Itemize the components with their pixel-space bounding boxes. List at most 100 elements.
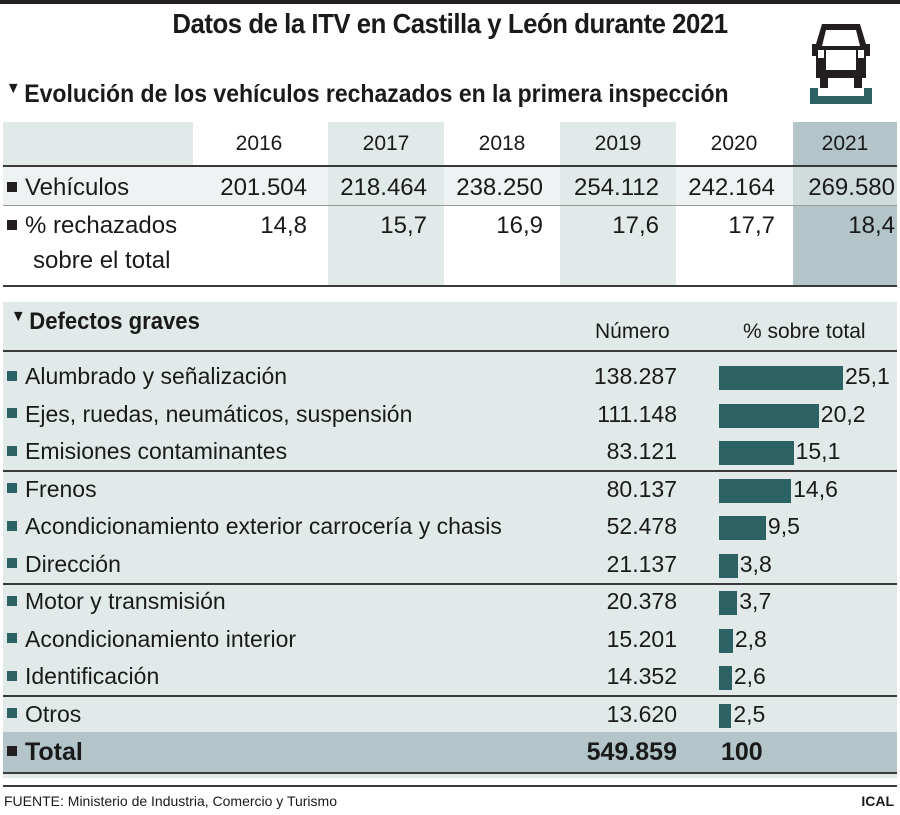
row-label: Motor y transmisión: [7, 588, 226, 615]
defect-row: Motor y transmisión 20.378 3,7: [3, 583, 897, 620]
label-text: sobre el total: [33, 247, 171, 274]
triangle-icon: ▼: [6, 80, 21, 97]
defect-pct: 25,1: [845, 363, 890, 389]
bullet-icon: [7, 408, 17, 419]
defect-bar: [719, 666, 732, 690]
cell: 218.464: [340, 174, 427, 201]
divider: [3, 695, 897, 697]
defect-row: Dirección 21.137 3,8: [3, 546, 897, 583]
bullet-icon: [7, 708, 17, 719]
year-header: 2020: [710, 131, 758, 155]
defect-numero: 20.378: [606, 588, 677, 614]
label-text: Frenos: [25, 475, 97, 502]
divider: [3, 582, 897, 585]
section-defectos-title: ▼ Defectos graves: [11, 308, 200, 336]
cell: 16,9: [496, 212, 543, 239]
section-evolucion-label: Evolución de los vehículos rechazados en…: [24, 80, 729, 108]
defect-numero: 80.137: [606, 475, 677, 502]
defect-row: Frenos 80.137 14,6: [3, 471, 897, 508]
cell: 269.580: [808, 174, 895, 201]
defect-pct: 3,7: [739, 588, 772, 614]
bullet-icon: [7, 181, 17, 192]
row-label: Dirección: [7, 551, 121, 578]
defect-pct: 2,6: [733, 663, 766, 689]
divider: [3, 470, 897, 472]
cell: 242.164: [688, 174, 775, 201]
defect-numero: 83.121: [606, 438, 677, 464]
col-header-pct: % sobre total: [743, 320, 866, 343]
year-header: 2021: [821, 131, 869, 155]
row-shade: [3, 167, 897, 205]
label-text: Acondicionamiento interior: [25, 625, 297, 652]
cell: 17,6: [612, 212, 659, 239]
defect-bar: [719, 553, 738, 578]
defect-row: Acondicionamiento exterior carrocería y …: [3, 508, 897, 545]
defect-numero: 15.201: [606, 625, 677, 652]
year-header: 2018: [478, 131, 526, 155]
defect-bar: [719, 366, 843, 390]
row-label: Identificación: [7, 663, 159, 690]
label-text: Motor y transmisión: [25, 588, 226, 614]
cell: 201.504: [220, 174, 307, 201]
cell: 254.112: [574, 174, 659, 201]
divider: [3, 772, 897, 774]
defects-table: ▼ Defectos graves Número % sobre total Al…: [3, 302, 897, 778]
bullet-icon: [7, 219, 17, 230]
footer-rule: [3, 785, 897, 787]
cell: 15,7: [380, 212, 427, 239]
row-label: Ejes, ruedas, neumáticos, suspensión: [7, 401, 412, 428]
bullet-icon: [7, 445, 17, 456]
label-text: Acondicionamiento exterior carrocería y …: [25, 513, 502, 539]
defect-row: Acondicionamiento interior 15.201 2,8: [3, 621, 897, 658]
row-label: Frenos: [7, 476, 97, 503]
defect-row: Ejes, ruedas, neumáticos, suspensión 111…: [3, 396, 897, 433]
year-header: 2019: [594, 131, 642, 155]
defect-numero: 111.148: [597, 400, 677, 427]
credit: ICAL: [861, 793, 894, 809]
label-text: Ejes, ruedas, neumáticos, suspensión: [25, 400, 413, 427]
bullet-icon: [7, 595, 17, 606]
source-note: FUENTE: Ministerio de Industria, Comerci…: [4, 793, 337, 809]
page-title: Datos de la ITV en Castilla y León duran…: [172, 8, 728, 39]
row-label: Vehículos: [7, 174, 129, 202]
car-icon: [810, 24, 872, 104]
divider: [3, 205, 897, 206]
section-evolucion-title: ▼ Evolución de los vehículos rechazados e…: [6, 80, 729, 109]
defect-bar: [719, 403, 819, 428]
label-text: Otros: [25, 700, 82, 727]
total-numero: 549.859: [586, 738, 677, 766]
defect-row: Alumbrado y señalización 138.287 25,1: [3, 358, 897, 395]
defect-bar: [719, 591, 738, 615]
row-label: Alumbrado y señalización: [7, 363, 287, 390]
row-label: % rechazados: [7, 212, 177, 240]
triangle-icon: ▼: [11, 308, 26, 325]
row-label: Acondicionamiento interior: [7, 626, 296, 653]
bullet-icon: [7, 633, 17, 644]
defect-numero: 138.287: [593, 363, 677, 389]
defect-bar: [719, 703, 732, 728]
defect-pct: 2,8: [734, 625, 767, 652]
evolution-table: 2016 2017 2018 2019 2020 2021 Vehículos …: [3, 122, 897, 287]
defect-bar: [719, 478, 792, 503]
col-header-numero: Número: [595, 320, 670, 343]
label-text: Emisiones contaminantes: [25, 438, 288, 464]
bullet-icon: [7, 370, 17, 381]
defect-pct: 3,8: [739, 550, 772, 577]
bullet-icon: [7, 746, 17, 757]
cell: 14,8: [260, 212, 307, 239]
divider: [3, 285, 897, 287]
defects-header: ▼ Defectos graves Número % sobre total: [3, 302, 897, 349]
total-row: Total 549.859 100: [3, 732, 897, 772]
defect-row: Emisiones contaminantes 83.121 15,1: [3, 433, 897, 470]
top-rule: [0, 0, 900, 4]
total-pct: 100: [721, 738, 763, 766]
defect-row: Identificación 14.352 2,6: [3, 658, 897, 695]
defect-row: Otros 13.620 2,5: [3, 696, 897, 733]
label-text: Total: [25, 738, 83, 766]
defect-numero: 52.478: [606, 513, 677, 539]
defect-pct: 20,2: [820, 400, 866, 427]
cell: 17,7: [728, 212, 775, 239]
row-label: Otros: [7, 701, 81, 728]
label-text: Identificación: [25, 663, 160, 689]
bullet-icon: [7, 520, 17, 531]
